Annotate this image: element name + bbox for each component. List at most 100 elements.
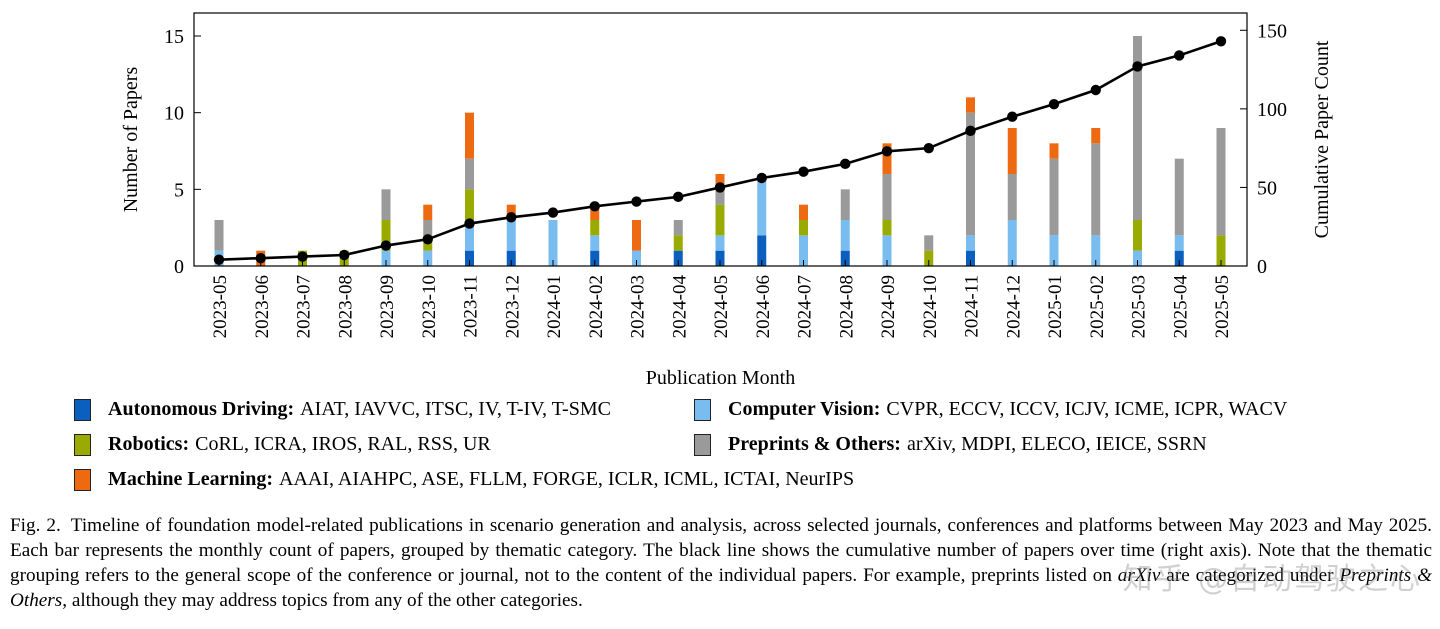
legend-item-machine-learning: Machine Learning: AAAI, AIAHPC, ASE, FLL… [74,468,854,491]
legend-swatch [74,468,91,491]
caption-emphasis-arxiv: arXiv [1117,565,1161,586]
x-tick-label: 2025-02 [1087,275,1108,338]
caption-text-2: are categorized under [1160,565,1340,586]
bar-segment [381,189,391,220]
bar-segment [799,235,808,266]
y2-tick-label: 50 [1257,177,1277,199]
legend-swatch [74,398,91,421]
bar-segment [1049,158,1059,236]
bar-segment [882,235,892,266]
bar-segment [715,204,725,236]
legend-category: Machine Learning: [108,468,273,490]
cumulative-point [1048,98,1060,110]
x-tick-label: 2024-09 [878,275,899,338]
legend-swatch [74,433,91,456]
bar-segment [465,250,474,266]
cumulative-point [1090,84,1101,96]
y2-tick-label: 150 [1257,20,1287,42]
watermark: 知乎 @自动驾驶之心 [1122,562,1422,597]
bar-segment [1133,250,1142,266]
x-tick-label: 2024-10 [920,275,941,338]
bar-segment [715,189,725,205]
bar-segment [715,235,725,251]
x-tick-label: 2024-07 [795,275,816,338]
y-tick-label: 5 [174,179,184,201]
bar-segment [632,220,641,251]
caption-text-3: , although they may address topics from … [62,590,583,611]
bar-segment [673,250,683,266]
bar-segment [1007,174,1017,220]
x-tick-label: 2023-07 [294,275,315,338]
bar-segment [590,220,600,236]
bar-segment [423,250,433,266]
bar-segment [465,112,474,159]
bar-segment [966,97,975,113]
cumulative-point [213,254,225,265]
cumulative-point [965,125,976,137]
legend-venues: arXiv, MDPI, ELECO, IEICE, SSRN [906,433,1207,455]
x-tick-label: 2025-04 [1170,275,1191,339]
caption-emphasis-preprints: Preprints & Others [10,565,1433,611]
bar-segment [799,204,808,220]
bar-segment [1049,235,1059,266]
cumulative-point [673,191,684,203]
bar-segment [1007,220,1017,266]
figure-number: Fig. 2. [10,515,61,536]
legend-item-autonomous-driving: Autonomous Driving: AIAT, IAVVC, ITSC, I… [74,398,611,421]
bar-segment [840,250,850,266]
legend-item-robotics: Robotics: CoRL, ICRA, IROS, RAL, RSS, UR [74,433,491,456]
cumulative-point [923,142,934,154]
bar-segment [506,250,516,266]
x-tick-label: 2023-11 [461,275,482,338]
bar-segment [590,204,600,220]
bar-segment [1091,235,1101,266]
bar-segment [423,220,433,236]
bar-segment [381,250,391,266]
bar-segment [1007,128,1017,174]
x-tick-label: 2024-03 [628,275,649,338]
x-tick-label: 2024-08 [836,275,857,338]
bar-segment [1133,220,1142,251]
bar-segment [715,250,725,266]
bar-segment [757,235,767,266]
legend-swatch [694,398,711,421]
bar-segment [590,250,600,266]
legend-venues: CVPR, ECCV, ICCV, ICJV, ICME, ICPR, WACV [886,398,1288,420]
bar-segment [840,220,850,251]
bar-segment [924,235,934,251]
cumulative-point [631,196,642,207]
legend-venues: CoRL, ICRA, IROS, RAL, RSS, UR [195,433,491,455]
bar-segment [1216,128,1226,236]
bar-segment [465,158,474,190]
cumulative-point [506,212,517,223]
bar-segment [882,220,892,236]
legend-swatch [694,433,711,456]
y2-tick-label: 100 [1257,99,1287,121]
bar-segment [1216,235,1226,266]
legend-venues: AIAT, IAVVC, ITSC, IV, T-IV, T-SMC [300,398,611,420]
cumulative-point [1215,36,1227,47]
x-tick-label: 2023-05 [210,275,231,338]
bar-segment [757,174,767,236]
bar-segment [1174,158,1184,236]
y2-tick-label: 0 [1257,256,1267,278]
cumulative-point [297,251,308,262]
cumulative-point [881,146,893,157]
bar-segment [1091,128,1101,144]
x-tick-label: 2024-06 [753,275,774,338]
legend-venues: AAAI, AIAHPC, ASE, FLLM, FORGE, ICLR, IC… [279,468,855,490]
cumulative-point [1132,61,1143,72]
bar-segment [214,220,224,251]
x-axis-title: Publication Month [646,367,795,389]
bar-segment [465,220,474,251]
legend-item-preprints-others: Preprints & Others: arXiv, MDPI, ELECO, … [694,433,1207,456]
bar-segment [799,220,808,236]
y-tick-label: 0 [174,256,184,278]
bar-segment [506,220,516,251]
bar-segment [924,250,934,266]
x-tick-label: 2023-08 [335,275,356,338]
cumulative-point [1174,50,1185,61]
cumulative-point [255,252,266,264]
x-tick-label: 2024-12 [1003,275,1024,338]
